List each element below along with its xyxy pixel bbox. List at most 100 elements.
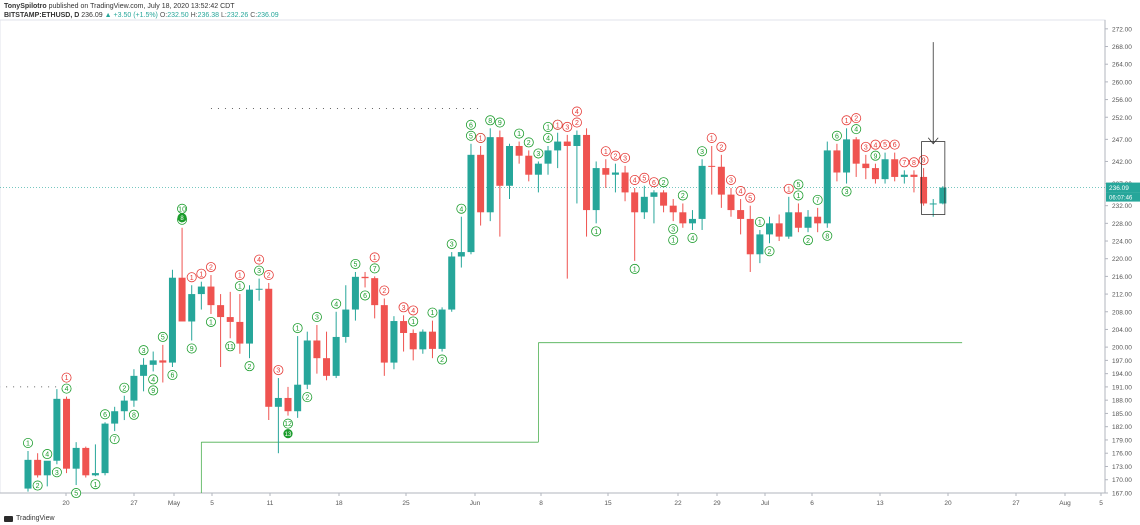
candle-body[interactable] [679,212,687,224]
candle-body[interactable] [525,155,533,175]
candle-body[interactable] [390,321,398,363]
candle-body[interactable] [63,398,71,469]
candle-body[interactable] [457,252,465,257]
candle-body[interactable] [82,447,90,476]
candle-body[interactable] [871,168,879,180]
candle-body[interactable] [332,336,340,376]
candle-body[interactable] [833,150,841,173]
candle-body[interactable] [111,411,119,424]
candle-body[interactable] [197,286,205,295]
candle-body[interactable] [34,459,42,476]
candle-body[interactable] [313,340,321,359]
candle-body[interactable] [669,205,677,213]
candle-body[interactable] [506,145,513,186]
candle-body[interactable] [342,309,350,337]
candle-body[interactable] [217,305,225,318]
author-name[interactable]: TonySpilotro [4,3,47,10]
candle-body[interactable] [727,194,735,211]
brand-label[interactable]: TradingView [16,515,55,522]
candle-body[interactable] [602,168,610,175]
candle-body[interactable] [823,150,831,224]
candle-body[interactable] [929,203,937,205]
candle-body[interactable] [188,294,196,322]
candle-body[interactable] [351,276,359,310]
candle-body[interactable] [563,141,571,146]
candle-body[interactable] [814,216,822,224]
candle-body[interactable] [428,331,436,349]
candle-body[interactable] [255,288,263,290]
plot-area[interactable] [0,19,1106,494]
candle-body[interactable] [775,223,783,237]
candle-body[interactable] [900,174,908,177]
candle-body[interactable] [573,134,581,146]
candle-body[interactable] [621,172,629,193]
candle-body[interactable] [611,172,619,175]
candle-body[interactable] [534,163,542,175]
candle-body[interactable] [592,168,600,211]
candle-body[interactable] [794,212,802,228]
symbol-label[interactable]: BITSTAMP:ETHUSD, D [4,12,80,19]
candle-body[interactable] [650,192,658,197]
candle-body[interactable] [766,223,774,235]
candle-body[interactable] [101,423,109,474]
candle-body[interactable] [53,398,61,461]
candle-body[interactable] [168,277,176,363]
candle-body[interactable] [746,218,754,255]
candle-body[interactable] [688,218,696,224]
candle-body[interactable] [400,321,408,333]
candle-body[interactable] [380,305,388,363]
candle-body[interactable] [515,145,523,156]
candle-body[interactable] [120,400,128,412]
candle-body[interactable] [303,340,311,385]
candle-body[interactable] [477,154,485,213]
candle-body[interactable] [130,375,138,401]
candle-body[interactable] [265,288,273,407]
candle-body[interactable] [717,166,725,195]
candle-body[interactable] [486,137,494,213]
candle-body[interactable] [226,317,234,322]
candle-body[interactable] [274,397,282,407]
candle-body[interactable] [207,286,215,306]
candle-body[interactable] [361,276,369,279]
candle-body[interactable] [756,234,764,255]
candle-body[interactable] [409,332,417,350]
candle-body[interactable] [785,212,793,237]
candle-body[interactable] [640,196,648,213]
candle-body[interactable] [737,210,745,219]
candle-body[interactable] [920,176,928,204]
candle-body[interactable] [419,331,427,350]
candle-body[interactable] [939,187,947,204]
candle-body[interactable] [43,460,51,476]
candle-body[interactable] [438,309,446,349]
candle-body[interactable] [496,137,504,186]
candle-body[interactable] [544,150,552,164]
candle-body[interactable] [448,256,456,310]
candle-body[interactable] [371,278,379,306]
candle-body[interactable] [467,154,475,253]
candle-body[interactable] [631,192,639,213]
candle-body[interactable] [178,277,186,322]
candle-body[interactable] [698,165,706,219]
candle-body[interactable] [159,360,167,363]
candle-body[interactable] [91,473,99,476]
candle-body[interactable] [852,139,860,164]
candle-body[interactable] [660,192,668,206]
candle-body[interactable] [583,134,591,211]
candle-body[interactable] [881,159,889,180]
candle-body[interactable] [72,447,80,469]
candle-body[interactable] [236,321,244,344]
candle-body[interactable] [862,163,870,169]
candle-body[interactable] [284,397,292,412]
candle-body[interactable] [245,289,253,344]
candle-body[interactable] [323,358,331,376]
candle-body[interactable] [554,141,562,151]
candle-body[interactable] [140,364,148,376]
candle-body[interactable] [24,459,32,489]
candle-body[interactable] [149,360,157,365]
candle-body[interactable] [910,174,918,177]
candle-body[interactable] [294,384,302,412]
candle-body[interactable] [804,216,812,228]
candle-body[interactable] [708,165,716,167]
candle-body[interactable] [891,159,899,177]
